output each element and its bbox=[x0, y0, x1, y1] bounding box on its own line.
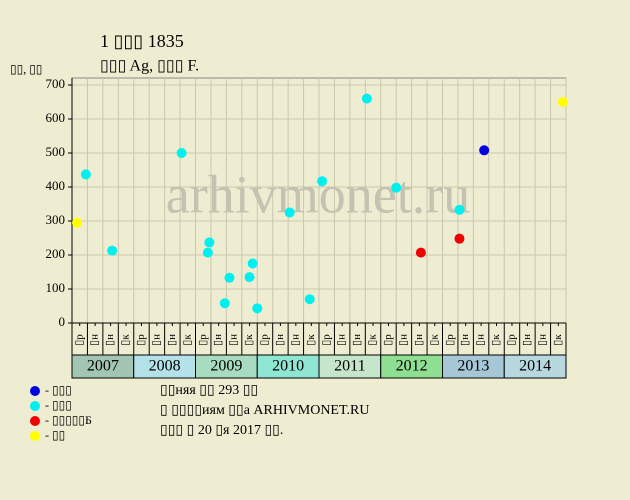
x-tick-label: ▯к bbox=[120, 334, 132, 346]
y-tick-label: 500 bbox=[46, 144, 66, 159]
year-cell bbox=[503, 354, 567, 379]
x-tick-label: ▯н bbox=[212, 334, 224, 346]
x-tick-label: ▯к bbox=[428, 334, 440, 346]
x-tick-label: ▯к bbox=[552, 334, 564, 346]
chart-subtitle: ▯▯▯ Ag, ▯▯▯ F. bbox=[100, 58, 199, 75]
x-tick-label: ▯н bbox=[397, 334, 409, 346]
data-point bbox=[80, 169, 91, 180]
legend-label: - ▯▯▯ bbox=[45, 383, 72, 397]
y-tick-label: 200 bbox=[46, 246, 66, 261]
data-point bbox=[415, 247, 426, 258]
x-tick-label: ▯н bbox=[475, 334, 487, 346]
data-point bbox=[304, 294, 315, 305]
x-tick-label: ▯н bbox=[166, 334, 178, 346]
x-tick-label: ▯к bbox=[243, 334, 255, 346]
x-tick-label: ▯к bbox=[305, 334, 317, 346]
data-point bbox=[247, 258, 258, 269]
data-point bbox=[454, 204, 465, 215]
year-label: 2013 bbox=[457, 358, 489, 375]
watermark: arhivmonet.ru bbox=[166, 164, 470, 224]
year-label: 2007 bbox=[87, 358, 119, 375]
note: ▯▯▯ ▯ 20 ▯я 2017 ▯▯. bbox=[160, 423, 283, 438]
legend-marker bbox=[30, 431, 40, 441]
x-tick-label: ▯к bbox=[490, 334, 502, 346]
data-point bbox=[284, 207, 295, 218]
year-label: 2012 bbox=[396, 358, 428, 375]
data-point bbox=[244, 272, 255, 283]
x-tick-label: ▯н bbox=[336, 334, 348, 346]
y-tick-label: 700 bbox=[46, 76, 66, 91]
data-point bbox=[454, 233, 465, 244]
x-tick-label: ▯н bbox=[289, 334, 301, 346]
x-tick-label: ▯н bbox=[413, 334, 425, 346]
y-tick-label: 100 bbox=[46, 280, 66, 295]
legend-label: - ▯▯▯▯▯Б bbox=[45, 413, 92, 427]
legend-label: - ▯▯▯ bbox=[45, 398, 72, 412]
data-point bbox=[219, 298, 230, 309]
x-tick-label: ▯р bbox=[73, 334, 85, 346]
data-point bbox=[557, 97, 568, 107]
y-tick-label: 400 bbox=[46, 178, 66, 193]
data-point bbox=[202, 247, 213, 258]
legend-marker bbox=[30, 416, 40, 426]
x-tick-label: ▯н bbox=[228, 334, 240, 346]
chart-title: 1 ▯▯▯ 1835 bbox=[100, 31, 184, 51]
data-point bbox=[204, 237, 215, 248]
year-label: 2009 bbox=[210, 358, 242, 375]
x-tick-label: ▯к bbox=[367, 334, 379, 346]
y-tick-label: 600 bbox=[46, 110, 66, 125]
x-tick-label: ▯к bbox=[181, 334, 193, 346]
data-point bbox=[479, 145, 490, 156]
year-label: 2010 bbox=[272, 358, 304, 375]
data-point bbox=[391, 182, 402, 193]
legend-label: - ▯▯ bbox=[45, 428, 65, 442]
x-tick-label: ▯н bbox=[89, 334, 101, 346]
year-label: 2014 bbox=[519, 358, 551, 375]
legend-marker bbox=[30, 386, 40, 396]
data-point bbox=[176, 148, 187, 158]
x-tick-label: ▯р bbox=[444, 334, 456, 346]
data-point bbox=[317, 176, 328, 187]
x-tick-label: ▯н bbox=[150, 334, 162, 346]
year-label: 2008 bbox=[149, 358, 181, 375]
data-point bbox=[71, 217, 82, 228]
x-tick-label: ▯н bbox=[274, 334, 286, 346]
y-axis-label: ▯▯, ▯▯ bbox=[10, 62, 42, 76]
x-tick-label: ▯н bbox=[351, 334, 363, 346]
year-label: 2011 bbox=[334, 358, 365, 375]
data-point bbox=[252, 303, 263, 314]
data-point bbox=[107, 245, 118, 256]
x-tick-label: ▯р bbox=[382, 334, 394, 346]
x-tick-label: ▯р bbox=[135, 334, 147, 346]
note: ▯▯няя ▯▯ 293 ▯▯ bbox=[160, 383, 258, 398]
x-tick-label: ▯н bbox=[521, 334, 533, 346]
x-tick-label: ▯р bbox=[197, 334, 209, 346]
y-tick-label: 0 bbox=[59, 314, 66, 329]
x-tick-label: ▯н bbox=[536, 334, 548, 346]
x-tick-label: ▯р bbox=[506, 334, 518, 346]
note: ▯ ▯▯▯▯иям ▯▯а ARHIVMONET.RU bbox=[160, 403, 369, 418]
data-point bbox=[361, 93, 372, 104]
x-tick-label: ▯н bbox=[104, 334, 116, 346]
x-tick-label: ▯р bbox=[259, 334, 271, 346]
x-tick-label: ▯н bbox=[459, 334, 471, 346]
x-tick-label: ▯р bbox=[320, 334, 332, 346]
legend-marker bbox=[30, 401, 40, 411]
data-point bbox=[224, 272, 235, 283]
y-tick-label: 300 bbox=[46, 212, 66, 227]
